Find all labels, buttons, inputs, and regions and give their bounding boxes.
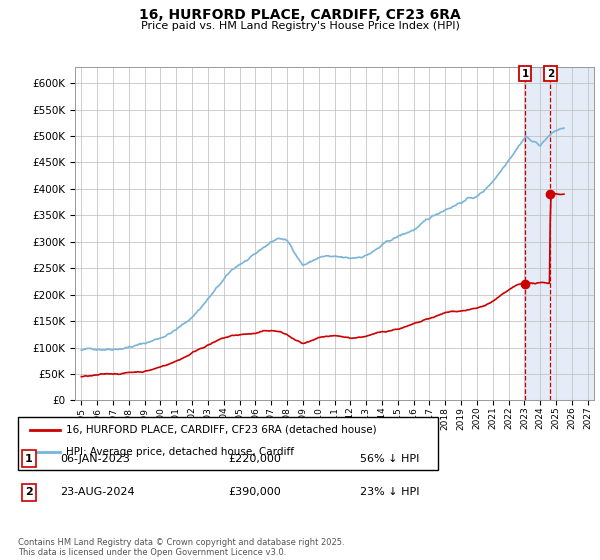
Text: 16, HURFORD PLACE, CARDIFF, CF23 6RA: 16, HURFORD PLACE, CARDIFF, CF23 6RA [139,8,461,22]
Text: 16, HURFORD PLACE, CARDIFF, CF23 6RA (detached house): 16, HURFORD PLACE, CARDIFF, CF23 6RA (de… [66,424,377,435]
Text: 56% ↓ HPI: 56% ↓ HPI [360,454,419,464]
Text: Price paid vs. HM Land Registry's House Price Index (HPI): Price paid vs. HM Land Registry's House … [140,21,460,31]
Text: 23% ↓ HPI: 23% ↓ HPI [360,487,419,497]
Bar [525,67,594,400]
Text: 2: 2 [547,69,554,79]
Text: £390,000: £390,000 [228,487,281,497]
Text: 1: 1 [521,69,529,79]
Text: 06-JAN-2023: 06-JAN-2023 [60,454,130,464]
Text: HPI: Average price, detached house, Cardiff: HPI: Average price, detached house, Card… [66,447,294,458]
Text: 23-AUG-2024: 23-AUG-2024 [60,487,134,497]
Text: £220,000: £220,000 [228,454,281,464]
Text: 1: 1 [25,454,32,464]
Text: Contains HM Land Registry data © Crown copyright and database right 2025.
This d: Contains HM Land Registry data © Crown c… [18,538,344,557]
Text: 2: 2 [25,487,32,497]
